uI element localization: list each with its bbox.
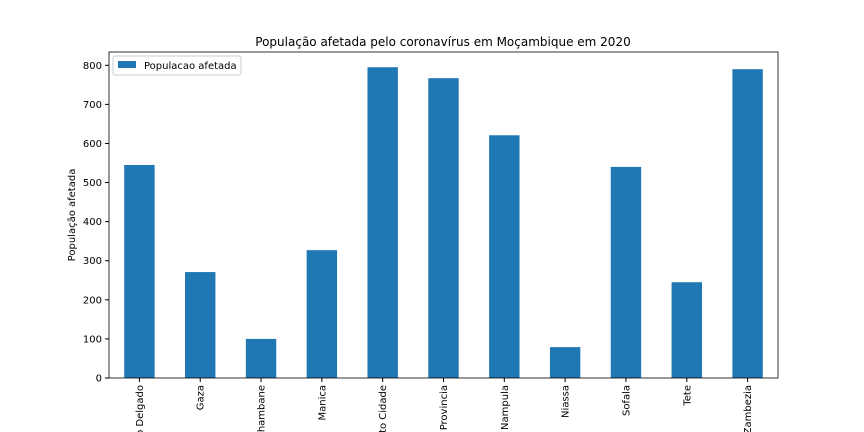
legend-box (112, 55, 242, 76)
bar (306, 250, 338, 378)
bar (367, 67, 398, 379)
y-axis-label: População afetada (67, 169, 78, 262)
x-tick-label: Nampula (500, 385, 511, 430)
x-tick-label: Inhambane (257, 385, 268, 432)
y-tick-label: 700 (83, 100, 102, 111)
bar (185, 272, 216, 378)
chart-title: População afetada pelo coronavírus em Mo… (255, 35, 630, 49)
bar (549, 347, 581, 378)
y-tick-label: 100 (83, 334, 102, 345)
x-tick-label: Maputo Provincia (439, 385, 450, 432)
bar (671, 282, 702, 378)
x-tick-label: Manica (317, 385, 328, 421)
legend-swatch (118, 61, 136, 68)
legend-label: Populacao afetada (144, 61, 237, 72)
x-tick-label: Tete (682, 385, 693, 407)
x-tick-label: Maputo Cidade (378, 385, 389, 432)
x-tick-label: Zambezia (743, 385, 754, 432)
bar (428, 78, 459, 378)
bar (245, 338, 277, 378)
axes-frame (108, 51, 779, 379)
x-tick-label: Sofala (621, 385, 632, 416)
y-tick-label: 300 (83, 256, 102, 267)
y-tick-label: 500 (83, 178, 102, 189)
y-tick-label: 800 (83, 61, 102, 72)
x-tick-label: Cabo Delgado (135, 385, 146, 432)
y-tick-label: 600 (83, 139, 102, 150)
x-tick-label: Niassa (561, 385, 572, 418)
x-tick-label: Gaza (196, 385, 207, 410)
y-tick-label: 0 (96, 374, 102, 385)
bar (610, 166, 642, 378)
y-tick-label: 400 (83, 217, 102, 228)
bar (124, 164, 155, 378)
bar (732, 69, 763, 379)
y-tick-label: 200 (83, 295, 102, 306)
bar (489, 135, 520, 378)
